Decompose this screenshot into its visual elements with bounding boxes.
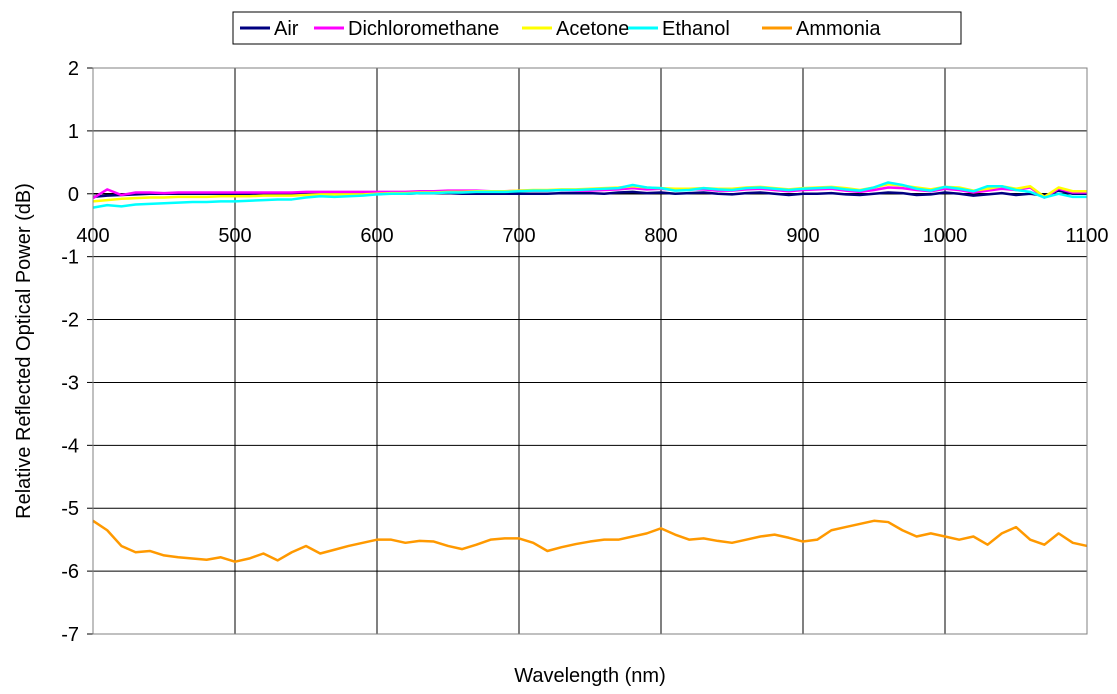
x-tick-label: 800	[644, 225, 677, 247]
y-tick-label: -1	[61, 247, 79, 269]
x-axis-title: Wavelength (nm)	[514, 665, 666, 687]
legend-label-air: Air	[274, 18, 299, 40]
legend-label-ethanol: Ethanol	[662, 18, 730, 40]
y-tick-label: -7	[61, 624, 79, 646]
series-line-ethanol	[92, 181, 1087, 209]
x-tick-label: 1000	[923, 225, 968, 247]
x-tick-label: 1100	[1065, 225, 1108, 247]
series-line-air	[92, 189, 1087, 199]
x-tick-label: 600	[360, 225, 393, 247]
y-tick-label: -2	[61, 310, 79, 332]
y-tick-labels: 2 1 0 -1 -2 -3 -4 -5 -6 -7	[61, 58, 79, 646]
series-line-ammonia	[92, 519, 1088, 563]
plot-border	[92, 67, 1088, 635]
legend-label-acetone: Acetone	[556, 18, 629, 40]
y-tick-label: -3	[61, 372, 79, 394]
x-tick-label: 400	[76, 225, 109, 247]
legend-label-ammonia: Ammonia	[796, 18, 881, 40]
y-tick-label: -5	[61, 498, 79, 520]
x-tick-label: 900	[786, 225, 819, 247]
y-tick-label: 0	[68, 184, 79, 206]
legend: Air Dichloromethane Acetone Ethanol Ammonia	[232, 11, 962, 45]
legend-box	[232, 11, 962, 45]
series-lines	[92, 181, 1088, 563]
plot-area	[92, 67, 1088, 635]
x-tick-label: 500	[218, 225, 251, 247]
y-tick-label: 1	[68, 121, 79, 143]
y-axis-title: Relative Reflected Optical Power (dB)	[13, 183, 35, 519]
y-tick-label: 2	[68, 58, 79, 80]
x-tick-label: 700	[502, 225, 535, 247]
y-tick-label: -6	[61, 561, 79, 583]
x-tick-labels: 400 500 600 700 800 900 1000 1100	[76, 225, 1108, 247]
y-tick-label: -4	[61, 435, 79, 457]
legend-label-dichloromethane: Dichloromethane	[348, 18, 499, 40]
